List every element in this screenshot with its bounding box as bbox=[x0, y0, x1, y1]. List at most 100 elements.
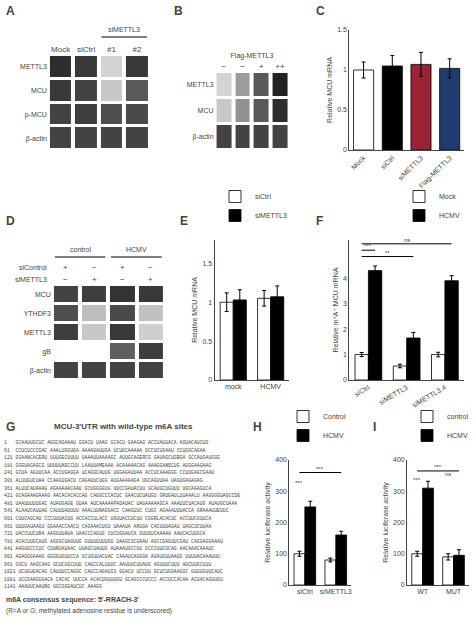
svg-text:***: *** bbox=[434, 464, 442, 470]
svg-text:MUT: MUT bbox=[446, 588, 462, 595]
svg-text:WT: WT bbox=[417, 588, 429, 595]
svg-text:**: ** bbox=[385, 250, 390, 256]
svg-text:−: − bbox=[240, 62, 245, 71]
svg-text:721 UACCUUCURA AAGGUUAUA UAACC: 721 UACCUUCURA AAGGUUAUA UAACCCAGUG CUCU… bbox=[4, 531, 206, 536]
svg-text:0: 0 bbox=[343, 146, 347, 153]
svg-text:siCtrl: siCtrl bbox=[255, 193, 271, 200]
svg-text:61 CCUCUCCCGAC AAALUGGUGA AAA: 61 CCUCUCCCGAC AAALUGGUGA AAAAGAUUGA UCU… bbox=[4, 448, 206, 453]
svg-text:siMETTL3: siMETTL3 bbox=[320, 588, 352, 595]
svg-text:300: 300 bbox=[275, 488, 287, 495]
svg-text:#1: #1 bbox=[107, 45, 116, 54]
svg-text:Mock: Mock bbox=[51, 45, 71, 54]
svg-text:Flag-METTL3: Flag-METTL3 bbox=[418, 154, 454, 190]
svg-text:***: *** bbox=[364, 243, 372, 249]
svg-text:I: I bbox=[373, 420, 376, 434]
svg-text:400: 400 bbox=[393, 456, 405, 463]
svg-text:HCMV: HCMV bbox=[323, 432, 344, 439]
svg-text:ns: ns bbox=[445, 471, 451, 477]
svg-text:0: 0 bbox=[283, 581, 287, 588]
svg-text:HCMV: HCMV bbox=[439, 212, 460, 219]
svg-text:241 GCUA AGUUCAA ACCUGAGGA UCA: 241 GCUA AGUUCAA ACCUGAGGA UCAGGCAUUG UG… bbox=[4, 470, 214, 475]
svg-text:+: + bbox=[92, 275, 97, 284]
svg-text:−: − bbox=[222, 62, 227, 71]
svg-text:β-actin: β-actin bbox=[192, 133, 213, 141]
svg-text:Relative MCU mRNA: Relative MCU mRNA bbox=[191, 277, 198, 343]
svg-text:100: 100 bbox=[275, 550, 287, 557]
svg-text:A: A bbox=[6, 4, 15, 18]
svg-text:HCMV: HCMV bbox=[447, 432, 468, 439]
svg-text:siCtrl: siCtrl bbox=[77, 45, 95, 54]
svg-text:siMETTL3: siMETTL3 bbox=[378, 384, 409, 406]
svg-text:siMETTL3.4: siMETTL3.4 bbox=[411, 384, 447, 409]
svg-text:1141 AAAUUCAAUNG UGCGGGAUCUC A: 1141 AAAUUCAAUNG UGCGGGAUCUC AAAGG bbox=[4, 584, 102, 589]
svg-text:Mock: Mock bbox=[439, 193, 456, 200]
svg-text:***: *** bbox=[316, 466, 324, 472]
svg-text:β-actin: β-actin bbox=[30, 367, 51, 375]
svg-text:841 AAGUGCCCUC CUURUAUAAC UUAG: 841 AAGUGCCCUC CUURUAUAAC UUAGCUAUUG AUA… bbox=[4, 546, 214, 551]
svg-text:siControl: siControl bbox=[19, 264, 47, 271]
svg-text:MCU: MCU bbox=[198, 107, 214, 114]
svg-text:200: 200 bbox=[275, 519, 287, 526]
svg-text:***: *** bbox=[413, 477, 421, 483]
svg-text:B: B bbox=[174, 4, 183, 18]
svg-text:Control: Control bbox=[323, 413, 346, 420]
svg-text:F: F bbox=[316, 214, 323, 228]
svg-text:D: D bbox=[6, 214, 15, 228]
svg-text:METTL3: METTL3 bbox=[20, 63, 47, 70]
svg-text:G: G bbox=[6, 420, 15, 434]
svg-text:961 GGCU AAGCAAG GCUCUGCUUU CA: 961 GGCU AAGCAAG GCUCUGCUUU CAGCCALUUUC … bbox=[4, 562, 211, 567]
svg-text:METTL3: METTL3 bbox=[187, 81, 214, 88]
svg-text:1 GCAAUUGCUC AGGCAGAAAU GGAC: 1 GCAAUUGCUC AGGCAGAAAU GGACU UAAG GCACU… bbox=[4, 440, 209, 445]
svg-text:3: 3 bbox=[343, 300, 347, 307]
svg-text:siCtrl: siCtrl bbox=[353, 384, 371, 398]
svg-text:MCU-3'UTR with wild-type m6A s: MCU-3'UTR with wild-type m6A sites bbox=[54, 422, 193, 431]
svg-text:1: 1 bbox=[208, 299, 212, 306]
svg-text:gB: gB bbox=[42, 348, 51, 356]
svg-text:siMETTL3: siMETTL3 bbox=[15, 276, 47, 283]
svg-text:−: − bbox=[63, 275, 68, 284]
svg-text:Relative luciferase activity: Relative luciferase activity bbox=[382, 482, 390, 563]
svg-text:301 ALUUGUCUAA CCAAGUGACU CAGA: 301 ALUUGUCUAA CCAAGUGACU CAGAUUCUGG AUG… bbox=[4, 478, 203, 483]
svg-text:siMETTL3: siMETTL3 bbox=[108, 26, 140, 33]
svg-text:1.5: 1.5 bbox=[337, 26, 347, 33]
svg-text:−: − bbox=[120, 275, 125, 284]
svg-text:siMETTL3: siMETTL3 bbox=[255, 212, 287, 219]
svg-text:Mock: Mock bbox=[350, 154, 367, 171]
svg-text:+: + bbox=[120, 263, 125, 272]
svg-text:1: 1 bbox=[343, 351, 347, 358]
svg-text:(R=A or G; methylated adenosin: (R=A or G; methylated adenosine residue … bbox=[6, 607, 172, 615]
svg-text:1021 UCUGUGACAG CAUUUCCAGGC CA: 1021 UCUGUGACAG CAUUUCCAGGC CAGCCAGAUIG … bbox=[4, 569, 223, 574]
svg-text:++: ++ bbox=[275, 62, 285, 71]
svg-text:1081 UCCGAAGGGACA CACAC UUCCA: 1081 UCCGAAGGGACA CACAC UUCCA ACACUGUUUG… bbox=[4, 577, 223, 582]
svg-text:0: 0 bbox=[343, 376, 347, 383]
svg-text:Relative m⁶A⁺ MCU mRNA: Relative m⁶A⁺ MCU mRNA bbox=[332, 267, 339, 352]
svg-text:100: 100 bbox=[393, 550, 405, 557]
svg-text:0.5: 0.5 bbox=[337, 106, 347, 113]
svg-text:601 CUUCAGCAU CCCUUUACUG ACCAC: 601 CUUCAGCAU CCCUUUACUG ACCACCULACC UGU… bbox=[4, 516, 211, 521]
svg-text:+: + bbox=[63, 263, 68, 272]
svg-text:361 ALUUCAUAAAG AGAAAAACAAU GC: 361 ALUUCAUAAAG AGAAAAACAAU GCUGGGGUG UU… bbox=[4, 486, 211, 491]
svg-text:1.5: 1.5 bbox=[202, 260, 212, 267]
svg-text:+: + bbox=[148, 275, 153, 284]
svg-text:901 AGAGGGAAAG GGGGUGUUCCA GCU: 901 AGAGGGAAAG GGGGUGUUCCA GCUGUUACUAC C… bbox=[4, 554, 220, 559]
svg-text:#2: #2 bbox=[133, 45, 142, 54]
svg-text:mock: mock bbox=[225, 383, 242, 390]
svg-text:Relative luciferase activity: Relative luciferase activity bbox=[264, 482, 272, 563]
svg-text:781 ACACUUGCAUG AGGGCUAGUUG GU: 781 ACACUUGCAUG AGGGCUAGUUG GUUUGUUUGG U… bbox=[4, 539, 223, 544]
svg-text:HCMV: HCMV bbox=[126, 246, 147, 253]
svg-text:***: *** bbox=[295, 480, 303, 486]
svg-text:0: 0 bbox=[208, 376, 212, 383]
svg-text:200: 200 bbox=[393, 519, 405, 526]
svg-text:siCtrl: siCtrl bbox=[379, 154, 396, 171]
svg-text:541 ALAAUCAUUAG CAUUUAUUUU AAA: 541 ALAAUCAUUAG CAUUUAUUUU AAALUUNAGGACC… bbox=[4, 508, 229, 513]
svg-text:181 GGGUAGAGCG UUUUUAECCUU LAA: 181 GGGUAGAGCG UUUUUAECCUU LAAUUAMEAAA A… bbox=[4, 463, 211, 468]
svg-text:4: 4 bbox=[343, 275, 347, 282]
svg-text:+: + bbox=[259, 62, 264, 71]
svg-text:Relative MCU mRNA: Relative MCU mRNA bbox=[326, 57, 333, 123]
svg-text:C: C bbox=[316, 4, 325, 18]
svg-text:MCU: MCU bbox=[35, 291, 51, 298]
svg-text:METTL3: METTL3 bbox=[24, 329, 51, 336]
svg-text:ns: ns bbox=[404, 237, 410, 243]
svg-text:400: 400 bbox=[275, 456, 287, 463]
svg-text:0.5: 0.5 bbox=[202, 338, 212, 345]
